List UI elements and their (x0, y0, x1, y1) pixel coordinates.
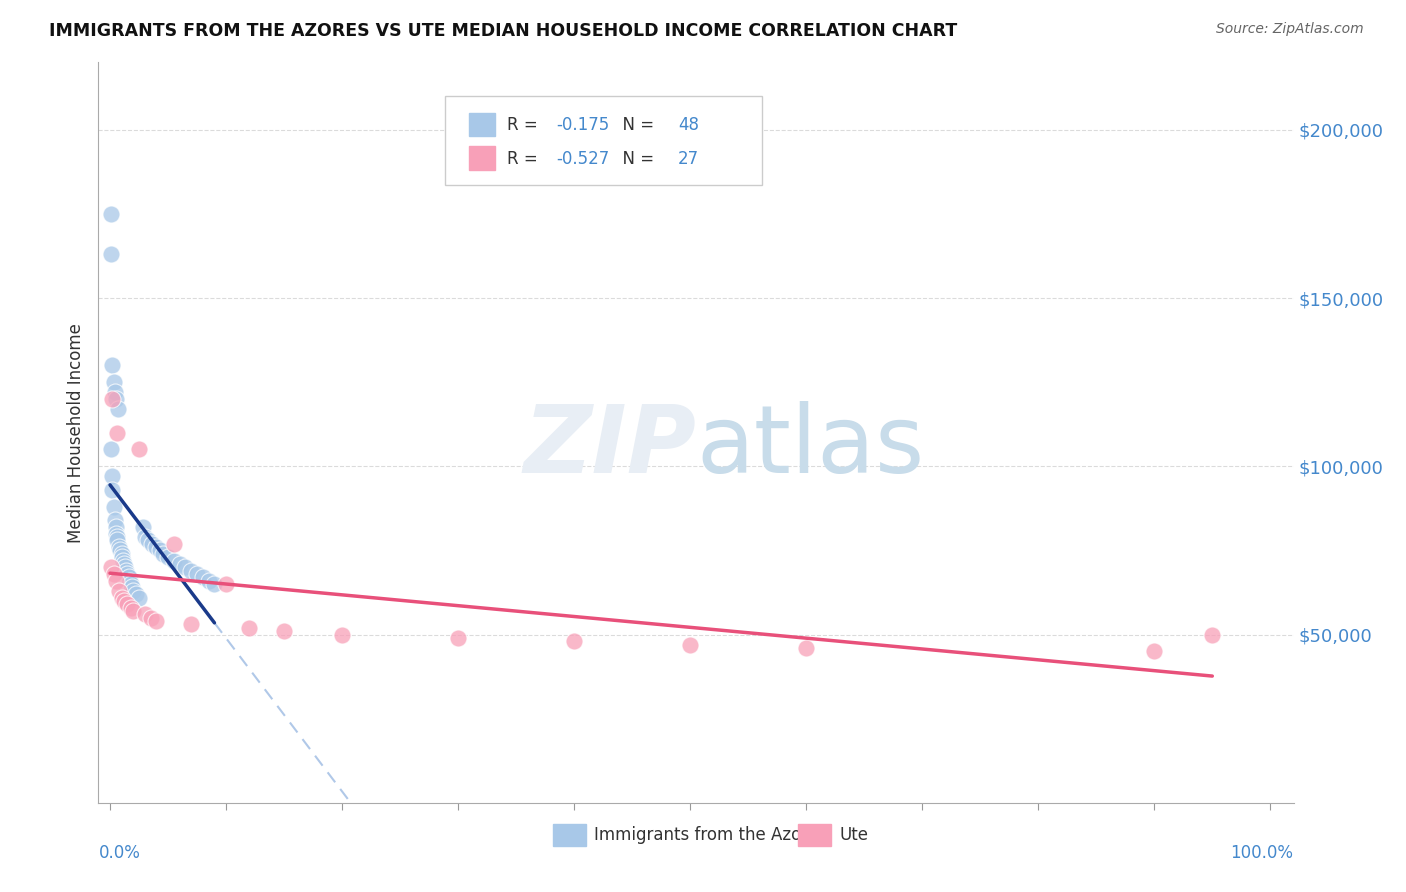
Point (111, 553, 134, 567)
Point (104, 392, 127, 406)
Point (139, 610, 162, 624)
Point (112, 594, 135, 608)
Point (163, 553, 186, 567)
Point (128, 591, 150, 605)
Point (186, 566, 208, 581)
Point (120, 600, 142, 615)
Point (238, 621, 260, 635)
Point (104, 513, 127, 527)
Point (112, 557, 135, 571)
Point (114, 560, 136, 574)
Point (117, 597, 139, 611)
Point (157, 550, 180, 565)
Point (121, 581, 143, 595)
Text: atlas: atlas (696, 401, 924, 493)
Text: Ute: Ute (839, 826, 869, 844)
Point (122, 583, 145, 598)
Point (103, 375, 125, 389)
Point (108, 583, 131, 598)
Point (1201, 627, 1223, 641)
Text: R =: R = (508, 150, 543, 168)
Point (104, 520, 127, 534)
Point (131, 520, 153, 534)
Point (115, 564, 138, 578)
Point (149, 543, 172, 558)
Point (103, 566, 125, 581)
Bar (470, 112, 495, 136)
Point (169, 557, 191, 571)
Text: Immigrants from the Azores: Immigrants from the Azores (595, 826, 827, 844)
Point (104, 574, 127, 588)
Point (134, 530, 156, 544)
Point (191, 570, 214, 584)
Point (174, 560, 197, 574)
Point (145, 614, 167, 628)
Point (111, 591, 134, 605)
Point (105, 530, 128, 544)
Point (101, 483, 124, 497)
Point (117, 566, 139, 581)
Bar (470, 146, 495, 169)
Point (101, 392, 124, 406)
Point (124, 587, 146, 601)
Point (330, 627, 353, 641)
Bar (553, 823, 586, 846)
Point (679, 638, 702, 652)
Point (562, 634, 585, 648)
Text: 27: 27 (678, 150, 699, 168)
Text: N =: N = (613, 150, 659, 168)
Y-axis label: Median Household Income: Median Household Income (66, 323, 84, 542)
Point (111, 550, 134, 565)
Point (108, 540, 131, 554)
Point (100, 560, 122, 574)
Point (104, 526, 127, 541)
Point (118, 574, 141, 588)
FancyBboxPatch shape (446, 95, 762, 185)
Point (101, 469, 124, 483)
Bar (797, 823, 831, 846)
Point (197, 574, 219, 588)
Point (1143, 644, 1166, 658)
Point (122, 604, 145, 618)
Point (105, 533, 128, 548)
Text: N =: N = (613, 116, 659, 135)
Point (107, 402, 129, 417)
Point (104, 385, 127, 400)
Point (128, 442, 150, 457)
Point (110, 543, 132, 558)
Point (141, 536, 163, 550)
Text: -0.527: -0.527 (557, 150, 609, 168)
Point (105, 425, 128, 440)
Point (447, 631, 470, 645)
Point (117, 570, 139, 584)
Point (136, 533, 159, 548)
Point (163, 536, 186, 550)
Point (152, 547, 174, 561)
Point (100, 207, 122, 221)
Point (120, 577, 142, 591)
Text: -0.175: -0.175 (557, 116, 609, 135)
Point (100, 247, 122, 261)
Text: 48: 48 (678, 116, 699, 135)
Point (103, 500, 125, 514)
Text: IMMIGRANTS FROM THE AZORES VS UTE MEDIAN HOUSEHOLD INCOME CORRELATION CHART: IMMIGRANTS FROM THE AZORES VS UTE MEDIAN… (49, 22, 957, 40)
Text: 0.0%: 0.0% (98, 844, 141, 862)
Point (100, 442, 122, 457)
Text: Source: ZipAtlas.com: Source: ZipAtlas.com (1216, 22, 1364, 37)
Text: R =: R = (508, 116, 543, 135)
Point (111, 547, 134, 561)
Point (180, 564, 202, 578)
Point (273, 624, 295, 639)
Point (794, 640, 817, 655)
Text: ZIP: ZIP (523, 401, 696, 493)
Point (145, 540, 167, 554)
Point (101, 359, 124, 373)
Point (215, 577, 238, 591)
Point (134, 607, 156, 622)
Point (180, 617, 202, 632)
Point (204, 577, 226, 591)
Text: 100.0%: 100.0% (1230, 844, 1294, 862)
